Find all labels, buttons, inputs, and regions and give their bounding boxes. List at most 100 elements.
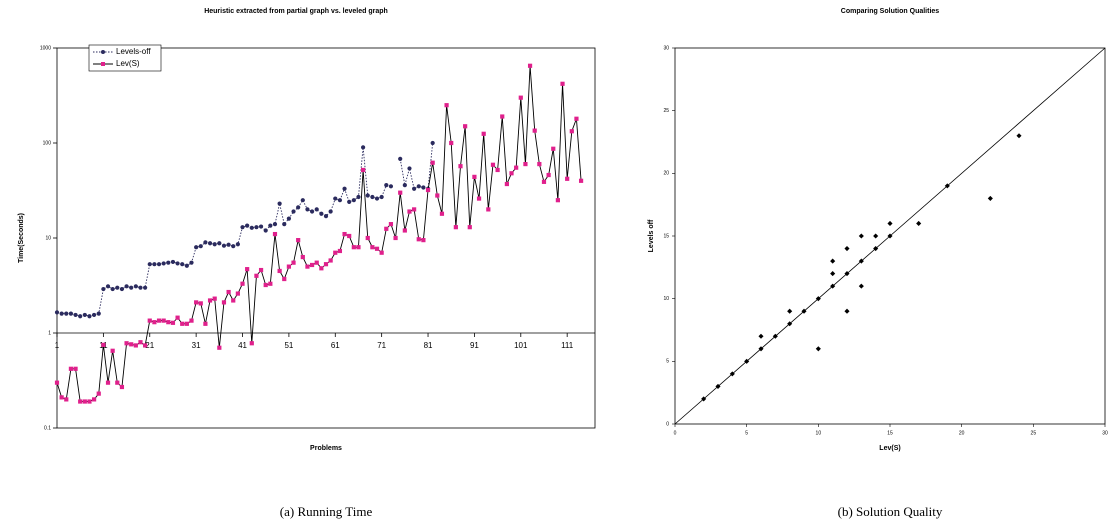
- point: [551, 146, 556, 151]
- point: [180, 262, 185, 267]
- point: [1016, 133, 1022, 139]
- point: [374, 196, 380, 201]
- point: [729, 371, 735, 377]
- y-tick-label: 1: [48, 330, 51, 336]
- point: [143, 343, 148, 348]
- x-tick-label: 91: [470, 341, 479, 350]
- point: [249, 225, 254, 230]
- y-tick-label: 10: [45, 235, 51, 241]
- point: [384, 226, 389, 231]
- point: [101, 342, 106, 347]
- point: [565, 176, 570, 181]
- point: [476, 196, 482, 201]
- y-tick-label: 10: [663, 296, 669, 302]
- point: [490, 162, 496, 167]
- x-tick-label: 41: [238, 341, 247, 350]
- point: [258, 267, 264, 273]
- point: [277, 268, 282, 274]
- point: [425, 187, 431, 193]
- point: [873, 245, 879, 252]
- point: [444, 103, 449, 108]
- point: [82, 312, 87, 318]
- point: [272, 222, 278, 227]
- point: [184, 321, 189, 326]
- point: [170, 259, 176, 265]
- x-tick-label: 61: [331, 341, 340, 350]
- point: [175, 261, 180, 266]
- point: [152, 262, 157, 267]
- point: [207, 241, 213, 246]
- point: [858, 283, 864, 289]
- point: [78, 399, 83, 404]
- point: [217, 241, 222, 246]
- point: [351, 245, 356, 250]
- x-tick-label: 51: [284, 341, 293, 350]
- point: [87, 314, 92, 319]
- point: [758, 346, 764, 352]
- point: [472, 174, 477, 179]
- point: [282, 276, 287, 282]
- point: [254, 273, 259, 278]
- point: [509, 171, 514, 176]
- legend-box: [88, 44, 162, 72]
- y-tick-label: 20: [663, 171, 669, 177]
- x-tick-label: 15: [887, 430, 893, 436]
- point: [124, 284, 129, 289]
- chart-title: Heuristic extracted from partial graph v…: [204, 8, 388, 15]
- point: [263, 282, 268, 288]
- point: [129, 342, 134, 347]
- point: [110, 286, 115, 292]
- point: [370, 245, 375, 250]
- point: [166, 320, 171, 325]
- point: [398, 190, 403, 195]
- point: [323, 214, 329, 219]
- y-tick-label: 1000: [40, 45, 51, 51]
- point: [296, 205, 301, 210]
- point: [916, 220, 922, 227]
- point: [416, 184, 421, 189]
- point: [235, 291, 240, 296]
- point: [365, 193, 370, 198]
- point: [486, 207, 491, 212]
- point: [523, 161, 528, 167]
- x-tick-label: 31: [192, 341, 201, 350]
- legend-label: Levels-off: [116, 47, 151, 56]
- chart-title: Comparing Solution Qualities: [841, 8, 940, 15]
- point: [342, 186, 347, 191]
- point: [110, 348, 115, 353]
- caption: (a) Running Time: [280, 504, 373, 519]
- point: [268, 281, 273, 286]
- point: [370, 194, 375, 200]
- point: [272, 231, 278, 237]
- point: [398, 156, 403, 162]
- point: [537, 161, 542, 167]
- caption: (b) Solution Quality: [838, 504, 943, 519]
- point: [152, 320, 157, 325]
- point: [328, 258, 333, 263]
- point: [161, 261, 166, 266]
- point: [453, 225, 458, 230]
- series-line: [399, 142, 434, 190]
- point: [309, 262, 315, 268]
- plot-frame: [56, 47, 596, 429]
- point: [203, 240, 208, 245]
- point: [300, 198, 305, 203]
- point: [96, 391, 101, 396]
- point: [286, 264, 291, 269]
- legend-marker: [101, 50, 105, 54]
- point: [449, 140, 454, 146]
- x-tick-label: 71: [377, 341, 386, 350]
- y-tick-label: 5: [666, 359, 669, 365]
- point: [73, 312, 78, 318]
- point: [361, 167, 366, 173]
- point: [412, 207, 417, 212]
- point: [249, 341, 254, 346]
- point: [105, 380, 111, 385]
- point: [347, 199, 352, 204]
- point: [180, 321, 185, 326]
- point: [500, 114, 505, 119]
- point: [105, 284, 111, 289]
- point: [64, 311, 69, 316]
- point: [412, 186, 417, 191]
- point: [217, 345, 222, 350]
